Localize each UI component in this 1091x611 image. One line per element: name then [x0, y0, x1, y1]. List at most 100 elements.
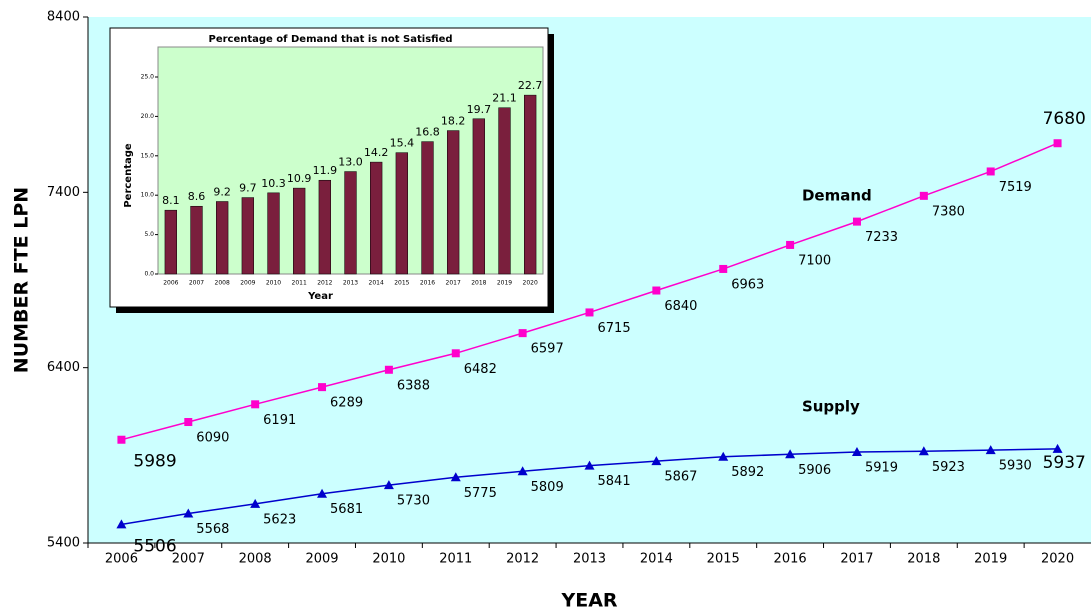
marker [852, 217, 861, 226]
bar [267, 192, 280, 275]
x-tick-label: 2014 [640, 552, 673, 567]
data-label: 7680 [1043, 109, 1086, 129]
data-label: 5867 [664, 470, 697, 485]
inset-x-tick-label: 2007 [189, 280, 204, 287]
marker [718, 451, 729, 461]
data-label: 6963 [731, 277, 764, 292]
marker [786, 240, 795, 249]
marker [451, 349, 460, 358]
marker [318, 383, 327, 392]
inset-x-tick-label: 2014 [369, 280, 384, 287]
inset-y-tick-label: 5.0 [144, 231, 154, 238]
marker [116, 519, 127, 529]
data-label: 5623 [263, 512, 296, 527]
marker [384, 365, 393, 374]
data-label: 5506 [133, 536, 176, 556]
data-label: 6597 [531, 342, 564, 357]
bar-label: 11.9 [313, 164, 338, 177]
bar [241, 197, 254, 275]
series-label: Demand [802, 187, 872, 205]
data-label: 5568 [196, 522, 229, 537]
marker [117, 435, 126, 444]
x-tick-label: 2018 [907, 552, 940, 567]
data-label: 6388 [397, 378, 430, 393]
inset-x-tick-label: 2009 [240, 280, 255, 287]
bar-label: 8.1 [162, 194, 180, 207]
bar-label: 21.1 [492, 92, 517, 105]
data-label: 5930 [999, 459, 1032, 474]
marker [317, 488, 328, 498]
data-label: 5923 [932, 460, 965, 475]
inset-y-tick-label: 0.0 [144, 271, 154, 278]
marker [651, 456, 662, 466]
bar [318, 179, 331, 275]
marker [450, 472, 461, 482]
bar [498, 107, 511, 275]
bar [344, 171, 357, 275]
x-tick-label: 2009 [305, 552, 338, 567]
bar [190, 205, 203, 275]
x-tick-label: 2019 [974, 552, 1007, 567]
inset-y-title: Percentage [123, 143, 134, 208]
data-label: 5989 [133, 452, 176, 472]
inset-x-tick-label: 2015 [394, 280, 409, 287]
marker [517, 466, 528, 476]
marker [184, 418, 193, 427]
x-tick-label: 2007 [172, 552, 205, 567]
inset-title: Percentage of Demand that is not Satisfi… [208, 34, 452, 45]
marker [652, 286, 661, 295]
data-label: 5919 [865, 461, 898, 476]
inset-x-title: Year [307, 291, 333, 302]
marker [518, 329, 527, 338]
series-label: Supply [802, 398, 860, 416]
data-label: 6715 [598, 321, 631, 336]
inset-y-tick-label: 25.0 [141, 74, 155, 81]
x-tick-label: 2011 [439, 552, 472, 567]
bar-label: 18.2 [441, 115, 466, 128]
bar-label: 13.0 [338, 156, 363, 169]
inset-x-tick-label: 2010 [266, 280, 281, 287]
x-tick-label: 2006 [105, 552, 138, 567]
marker [1053, 139, 1062, 148]
marker [1052, 443, 1063, 453]
inset-x-tick-label: 2012 [317, 280, 332, 287]
data-label: 5906 [798, 463, 831, 478]
marker [383, 480, 394, 490]
bar-label: 9.2 [213, 186, 231, 199]
x-tick-label: 2017 [840, 552, 873, 567]
x-tick-label: 2012 [506, 552, 539, 567]
y-tick-label: 6400 [47, 360, 80, 375]
marker [719, 264, 728, 273]
inset-x-tick-label: 2006 [163, 280, 178, 287]
x-tick-label: 2015 [707, 552, 740, 567]
y-tick-label: 5400 [47, 536, 80, 551]
marker [919, 191, 928, 200]
inset-y-tick-label: 10.0 [141, 192, 155, 199]
data-label: 6482 [464, 362, 497, 377]
inset-y-tick-label: 20.0 [141, 113, 155, 120]
data-label: 6840 [664, 299, 697, 314]
inset-x-tick-label: 2019 [497, 280, 512, 287]
bar-label: 15.4 [390, 137, 415, 150]
x-tick-label: 2020 [1041, 552, 1074, 567]
x-tick-label: 2008 [239, 552, 272, 567]
inset-x-tick-label: 2008 [215, 280, 230, 287]
bar-label: 16.8 [415, 126, 440, 139]
bar-label: 14.2 [364, 146, 389, 159]
data-label: 5730 [397, 494, 430, 509]
bar [370, 161, 383, 275]
data-label: 7100 [798, 253, 831, 268]
bar-label: 9.7 [239, 182, 257, 195]
marker [986, 167, 995, 176]
data-label: 5841 [598, 474, 631, 489]
data-label: 5681 [330, 502, 363, 517]
data-label: 5775 [464, 486, 497, 501]
data-label: 7233 [865, 230, 898, 245]
inset-x-tick-label: 2013 [343, 280, 358, 287]
data-label: 6090 [196, 431, 229, 446]
inset-y-tick-label: 15.0 [141, 152, 155, 159]
bar [216, 201, 229, 275]
bar [395, 152, 408, 275]
marker [250, 498, 261, 508]
